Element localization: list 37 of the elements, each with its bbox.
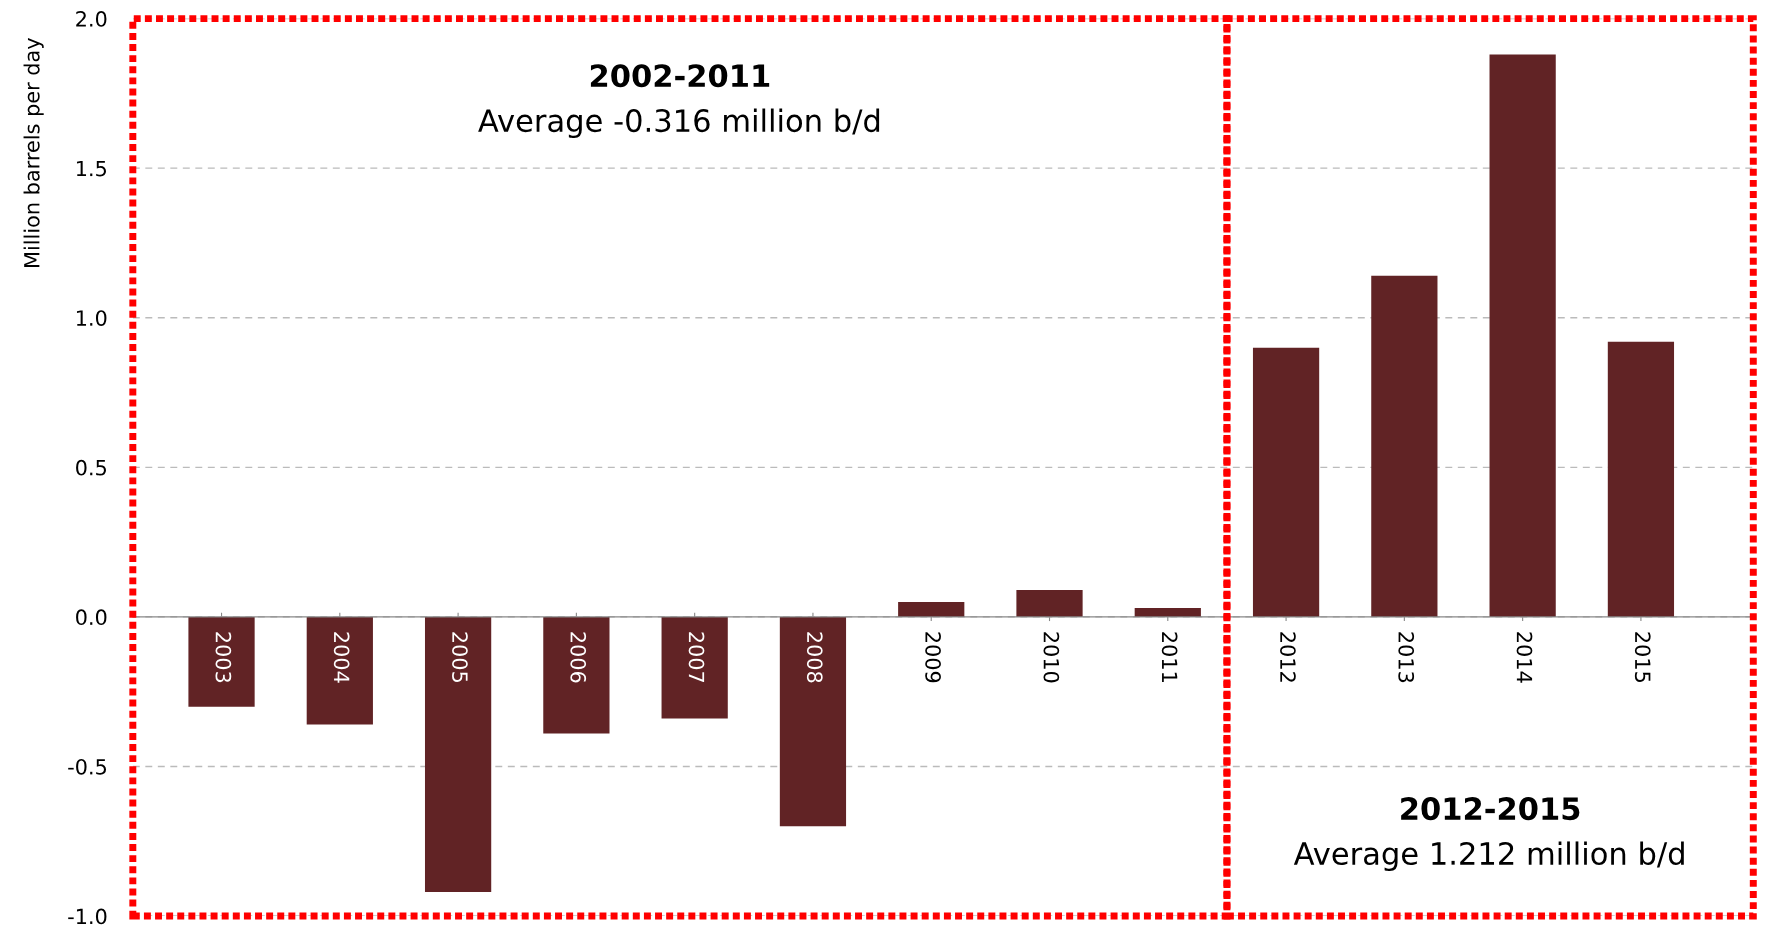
y-tick-label: 2.0 [76, 11, 107, 27]
annotation: Average -0.316 million b/d [478, 108, 880, 139]
x-tick-label: 2005 [452, 632, 468, 682]
x-tick-label: 2006 [570, 632, 587, 683]
bar [1489, 54, 1556, 617]
bar [424, 616, 492, 893]
y-tick-label: 0.5 [76, 459, 107, 476]
y-tick-label: 1.5 [76, 160, 107, 177]
bar [1607, 341, 1675, 617]
x-tick-label: 2010 [1043, 632, 1060, 683]
x-tick-label: 2003 [215, 632, 232, 683]
x-tick-label: 2014 [1516, 632, 1533, 683]
y-tick-label: -1.0 [68, 908, 107, 925]
bar [1016, 589, 1083, 617]
x-tick-label: 2011 [1161, 632, 1178, 682]
y-tick-label: -0.5 [68, 758, 107, 775]
annotation: 2002-2011 [590, 64, 770, 88]
bar [306, 616, 373, 725]
y-axis-title: Million barrels per day [23, 38, 44, 267]
bar [188, 616, 255, 707]
y-tick-label: 1.0 [76, 310, 107, 326]
x-tick-label: 2008 [806, 632, 823, 683]
x-tick-label: 2009 [925, 632, 941, 683]
x-tick-label: 2007 [688, 632, 705, 683]
bar [1371, 275, 1438, 617]
x-tick-label: 2013 [1398, 632, 1415, 683]
x-tick-label: 2012 [1280, 632, 1296, 682]
annotation: 2012-2015 [1401, 797, 1580, 821]
y-tick-label: 0.0 [76, 609, 107, 626]
bar [661, 616, 728, 719]
x-tick-label: 2004 [333, 632, 350, 683]
bar [898, 601, 965, 617]
bar [543, 616, 610, 734]
x-tick-label: 2015 [1634, 632, 1651, 682]
bar [1252, 347, 1320, 617]
annotation: Average 1.212 million b/d [1293, 841, 1684, 872]
bar [779, 616, 847, 827]
